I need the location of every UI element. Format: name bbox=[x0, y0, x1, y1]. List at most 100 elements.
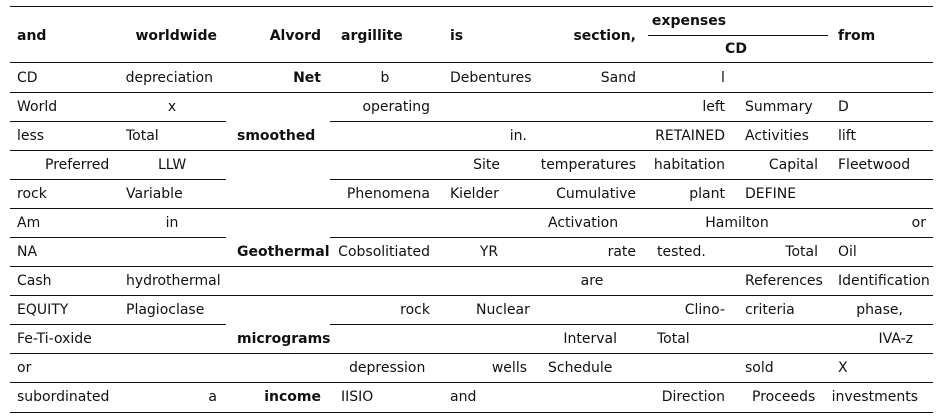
table-cell: tested. bbox=[657, 244, 706, 260]
table-cell: Sand bbox=[600, 70, 636, 86]
table-cell: Activation bbox=[548, 215, 619, 231]
table-cell: Total bbox=[785, 244, 818, 260]
table-cell: Site bbox=[473, 157, 500, 173]
table-cell: Activities bbox=[745, 128, 809, 144]
table-cell: argillite bbox=[341, 28, 403, 44]
table-cell: Summary bbox=[745, 99, 813, 115]
table-cell: criteria bbox=[745, 302, 795, 318]
table-cell: Direction bbox=[661, 389, 725, 405]
table-cell: Cash bbox=[17, 273, 52, 289]
table-cell: Net bbox=[293, 70, 321, 86]
table-cell: Interval bbox=[563, 331, 617, 347]
table-cell: Alvord bbox=[269, 28, 321, 44]
table-cell: Proceeds bbox=[752, 389, 816, 405]
table-cell: investments bbox=[831, 389, 918, 405]
table-cell: rock bbox=[400, 302, 430, 318]
row-divider bbox=[10, 237, 226, 238]
row-divider bbox=[10, 324, 226, 325]
table-cell: l bbox=[721, 70, 725, 86]
table-cell: wells bbox=[491, 360, 527, 376]
table-cell: rate bbox=[607, 244, 636, 260]
table-cell: income bbox=[264, 389, 321, 405]
row-divider bbox=[330, 121, 933, 122]
table-cell: D bbox=[838, 99, 849, 115]
table-cell: x bbox=[167, 99, 177, 115]
table-cell: rock bbox=[17, 186, 47, 202]
table-cell: subordinated bbox=[17, 389, 110, 405]
table-cell: Phenomena bbox=[346, 186, 430, 202]
table-cell: Clino- bbox=[684, 302, 725, 318]
table-cell: expenses bbox=[651, 13, 727, 29]
table-cell: CD bbox=[17, 70, 38, 86]
table-cell: Hamilton bbox=[705, 215, 769, 231]
row-divider bbox=[10, 150, 933, 151]
table-cell: Debentures bbox=[450, 70, 532, 86]
table-cell: are bbox=[580, 273, 604, 289]
table-cell: Cobsolitiated bbox=[338, 244, 430, 260]
table-cell: Geothermal bbox=[237, 244, 330, 260]
table-cell: and bbox=[450, 389, 477, 405]
table-cell: RETAINED bbox=[655, 128, 725, 144]
table-cell: and bbox=[17, 28, 47, 44]
table-cell: from bbox=[838, 28, 876, 44]
table-cell: operating bbox=[362, 99, 430, 115]
table-cell: Preferred bbox=[45, 157, 110, 173]
table-cell: DEFINE bbox=[745, 186, 797, 202]
row-divider bbox=[10, 412, 933, 413]
table-cell: or bbox=[17, 360, 32, 376]
table-cell: Fe-Ti-oxide bbox=[17, 331, 92, 347]
data-table: and worldwide Alvord argillite is section, exp… bbox=[10, 6, 933, 413]
table-cell: depreciation bbox=[125, 70, 213, 86]
table-cell: Capital bbox=[768, 157, 818, 173]
row-divider bbox=[330, 179, 933, 180]
row-divider bbox=[10, 6, 933, 7]
row-divider bbox=[10, 208, 933, 209]
table-cell: Fleetwood bbox=[838, 157, 911, 173]
table-cell: is bbox=[450, 28, 464, 44]
row-divider bbox=[10, 121, 226, 122]
table-cell: lift bbox=[838, 128, 856, 144]
table-cell: b bbox=[380, 70, 390, 86]
table-cell: left bbox=[702, 99, 725, 115]
table-cell: habitation bbox=[653, 157, 725, 173]
row-divider bbox=[10, 266, 933, 267]
table-cell: Total bbox=[657, 331, 690, 347]
row-divider bbox=[648, 35, 828, 36]
table-cell: in. bbox=[509, 128, 527, 144]
table-cell: hydrothermal bbox=[126, 273, 221, 289]
row-divider bbox=[10, 62, 933, 63]
table-cell: Schedule bbox=[548, 360, 613, 376]
table-cell: Am bbox=[17, 215, 41, 231]
table-cell: Kielder bbox=[450, 186, 499, 202]
table-cell: LLW bbox=[158, 157, 187, 173]
table-cell: or bbox=[911, 215, 926, 231]
row-divider bbox=[330, 324, 933, 325]
table-cell: YR bbox=[479, 244, 499, 260]
table-cell: smoothed bbox=[237, 128, 316, 144]
table-cell: CD bbox=[725, 41, 747, 57]
row-divider bbox=[10, 179, 226, 180]
table-cell: temperatures bbox=[540, 157, 636, 173]
table-cell: EQUITY bbox=[17, 302, 69, 318]
row-divider bbox=[10, 295, 933, 296]
row-divider bbox=[10, 353, 933, 354]
table-cell: phase, bbox=[856, 302, 903, 318]
table-cell: Plagioclase bbox=[126, 302, 205, 318]
table-cell: less bbox=[17, 128, 45, 144]
table-cell: in bbox=[165, 215, 179, 231]
table-cell: Total bbox=[126, 128, 159, 144]
row-divider bbox=[10, 92, 933, 93]
table-cell: micrograms bbox=[237, 331, 331, 347]
table-cell: sold bbox=[745, 360, 774, 376]
row-divider bbox=[10, 382, 933, 383]
table-cell: References bbox=[745, 273, 823, 289]
table-cell: section, bbox=[573, 28, 636, 44]
table-cell: X bbox=[838, 360, 848, 376]
table-cell: a bbox=[208, 389, 217, 405]
table-cell: Cumulative bbox=[556, 186, 636, 202]
table-cell: IISIO bbox=[341, 389, 374, 405]
row-divider bbox=[330, 237, 933, 238]
table-cell: depression bbox=[349, 360, 426, 376]
table-cell: Oil bbox=[838, 244, 857, 260]
table-cell: IVA-z bbox=[878, 331, 913, 347]
